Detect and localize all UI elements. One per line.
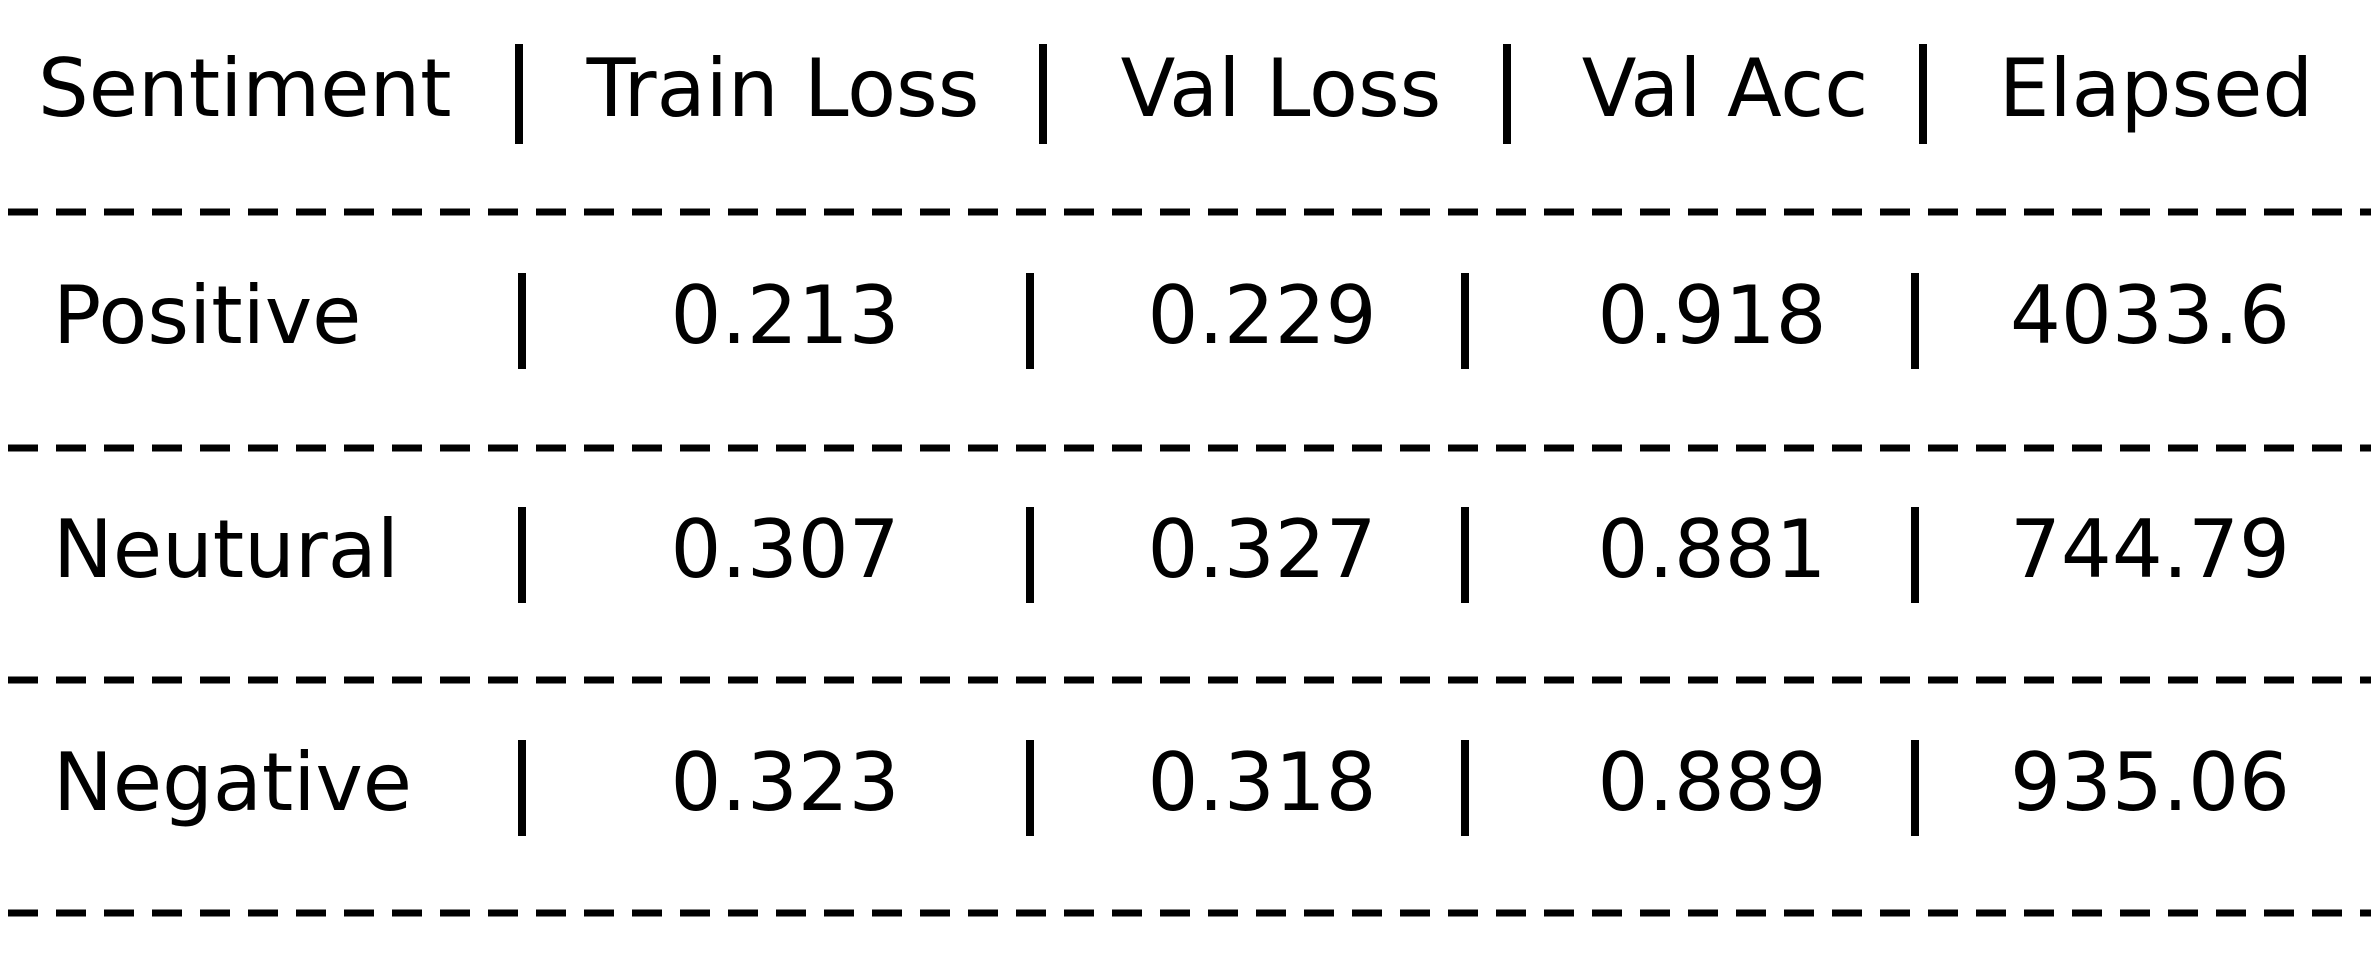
cell-value: 0.323	[670, 736, 899, 829]
cell-value: 0.307	[670, 503, 899, 596]
header-cell: Train Loss	[586, 42, 980, 135]
cell-value: 935.06	[2010, 736, 2290, 829]
cell-value: 0.889	[1597, 736, 1826, 829]
cell-value: 4033.6	[2010, 269, 2290, 362]
header-cell: Sentiment	[38, 42, 452, 135]
header-cell: Val Loss	[1121, 42, 1442, 135]
header-cell: Elapsed	[1999, 42, 2313, 135]
cell-value: 0.318	[1147, 736, 1376, 829]
cell-value: 0.918	[1597, 269, 1826, 362]
cell-value: 0.881	[1597, 503, 1826, 596]
cell-value: 0.229	[1147, 269, 1376, 362]
cell-value: 744.79	[2010, 503, 2290, 596]
row-label: Negative	[53, 736, 412, 829]
row-label: Positive	[53, 269, 361, 362]
cell-value: 0.213	[670, 269, 899, 362]
cell-value: 0.327	[1147, 503, 1376, 596]
row-label: Neutural	[53, 503, 399, 596]
header-cell: Val Acc	[1582, 42, 1868, 135]
